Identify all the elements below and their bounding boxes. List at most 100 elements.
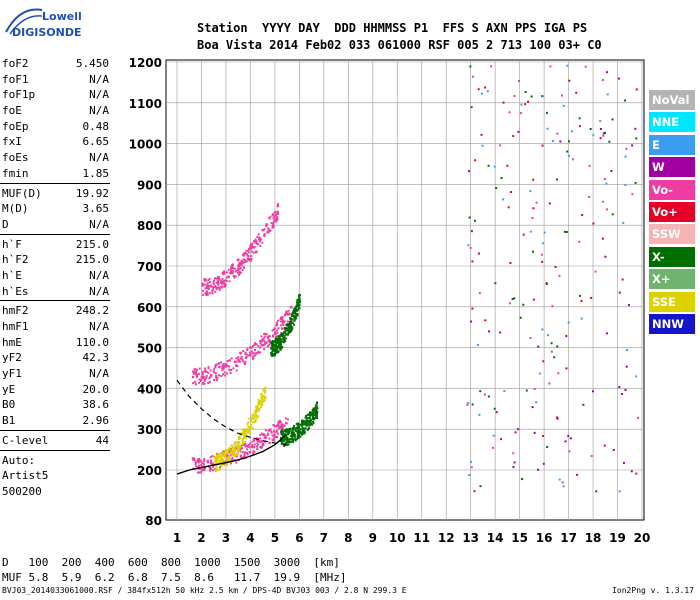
echo-point (237, 269, 240, 272)
echo-point (293, 323, 296, 326)
echo-point (196, 466, 199, 469)
echo-point (298, 298, 301, 301)
echo-point (246, 452, 249, 455)
echo-point (241, 359, 244, 362)
noise-point (514, 431, 517, 434)
y-tick-label: 1000 (129, 138, 162, 152)
echo-point (263, 235, 266, 238)
echo-point (221, 285, 224, 288)
muf-value: 6.2 (94, 571, 128, 584)
noise-point (592, 134, 595, 137)
noise-point (500, 177, 503, 180)
echo-point (282, 335, 285, 338)
echo-point (226, 360, 229, 363)
noise-point (506, 164, 509, 167)
legend-item: NoVal (649, 90, 695, 110)
echo-point (218, 455, 221, 458)
echo-point (258, 240, 261, 243)
echo-point (289, 318, 292, 321)
noise-point (487, 164, 490, 167)
header-label: DAY (298, 21, 335, 35)
echo-point (216, 282, 219, 285)
echo-point (238, 438, 241, 441)
param-name: B1 (2, 414, 16, 428)
echo-point (274, 335, 277, 338)
legend-item: E (649, 134, 695, 155)
echo-point (298, 294, 301, 297)
param-row: h`Es N/A (0, 284, 112, 300)
echo-point (283, 314, 286, 317)
echo-point (273, 332, 276, 335)
echo-point (238, 360, 241, 363)
noise-point (603, 444, 606, 447)
echo-point (226, 454, 229, 457)
echo-point (297, 425, 300, 428)
echo-point (246, 431, 249, 434)
noise-point (541, 260, 544, 263)
echo-point (237, 258, 240, 261)
echo-point (194, 373, 197, 376)
param-row: C-level 44 (0, 433, 112, 449)
param-divider (0, 429, 110, 431)
echo-point (224, 452, 227, 455)
noise-point (530, 95, 533, 98)
echo-point (252, 414, 255, 417)
station-header: Station YYYY DAY DDD HHMMSS P1 FFS S AXN… (197, 20, 602, 54)
echo-point (316, 401, 319, 404)
echo-point (228, 446, 231, 449)
echo-point (283, 432, 286, 435)
echo-point (222, 453, 225, 456)
echo-point (256, 442, 259, 445)
echo-point (220, 286, 223, 289)
echo-point (225, 452, 228, 455)
echo-point (243, 266, 246, 269)
echo-point (218, 374, 221, 377)
echo-point (231, 447, 234, 450)
noise-point (508, 111, 511, 114)
echo-point (280, 316, 283, 319)
echo-point (275, 340, 278, 343)
echo-point (264, 386, 267, 389)
noise-point (507, 206, 510, 209)
echo-point (295, 314, 298, 317)
echo-point (231, 267, 234, 270)
echo-point (250, 346, 253, 349)
echo-point (282, 341, 285, 344)
echo-point (225, 276, 228, 279)
echo-point (270, 347, 273, 350)
echo-point (289, 322, 292, 325)
echo-point (259, 406, 262, 409)
echo-point (265, 333, 268, 336)
echo-point (220, 465, 223, 468)
noise-point (469, 65, 472, 68)
echo-point (312, 422, 315, 425)
echo-point (258, 236, 261, 239)
echo-point (221, 373, 224, 376)
echo-point (312, 416, 315, 419)
echo-point (204, 367, 207, 370)
echo-point (282, 322, 285, 325)
lowell-digisonde-logo: Lowell DIGISONDE (5, 8, 82, 39)
echo-point (212, 282, 215, 285)
muf-value: 7.5 (161, 571, 195, 584)
echo-point (258, 400, 261, 403)
echo-point (224, 365, 227, 368)
echo-point (220, 285, 223, 288)
echo-point (222, 273, 225, 276)
echo-point (268, 429, 271, 432)
echo-point (291, 313, 294, 316)
noise-point (562, 485, 565, 488)
echo-point (254, 241, 257, 244)
noise-point (579, 294, 582, 297)
noise-point (535, 201, 538, 204)
param-row: foF1p N/A (0, 87, 112, 103)
echo-point (208, 465, 211, 468)
echo-point (293, 319, 296, 322)
echo-point (251, 445, 254, 448)
echo-point (244, 360, 247, 363)
echo-point (243, 453, 246, 456)
echo-point (291, 318, 294, 321)
echo-point (288, 326, 291, 329)
param-row: h`F 215.0 (0, 237, 112, 253)
echo-point (269, 229, 272, 232)
